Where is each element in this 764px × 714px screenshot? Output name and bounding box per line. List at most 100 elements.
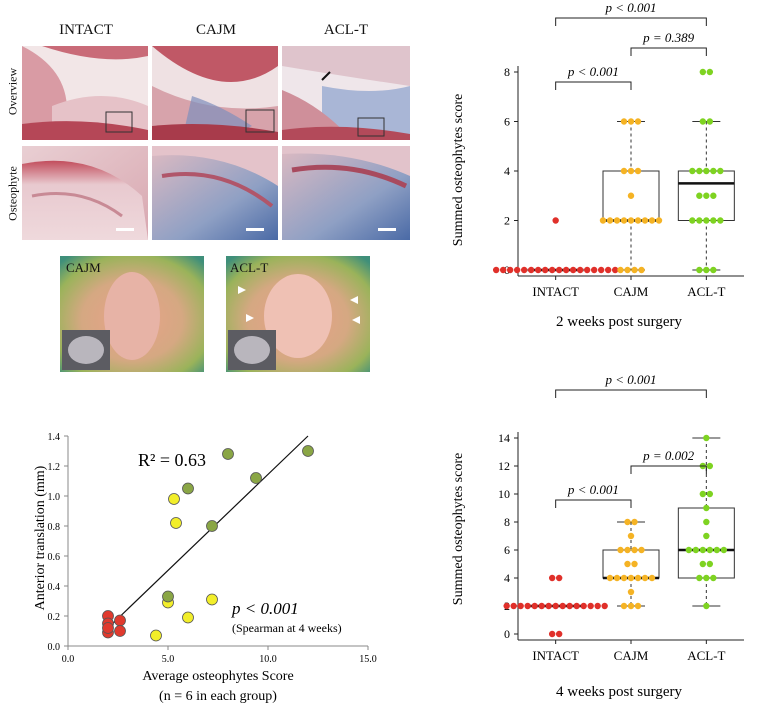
scatter-ylabel: Anterior translation (mm): [33, 465, 48, 610]
bp4w-point-1-11: [624, 560, 631, 568]
bp2w-point-1-10: [641, 217, 649, 224]
bp2w-bracket-label-1: p = 0.389: [642, 30, 695, 45]
bp4w-point-0-5: [524, 602, 531, 610]
bp4w-point-1-4: [606, 574, 614, 582]
bp2w-point-2-1: [703, 266, 710, 274]
bp4w-point-2-13: [703, 518, 710, 526]
scatter-point-2-4: [250, 472, 262, 484]
bp4w-point-0-17: [548, 574, 556, 582]
bp4w-point-1-1: [627, 602, 635, 610]
bp2w-point-2-8: [696, 192, 703, 199]
boxplot-4-weeks: Summed osteophytes score 4 weeks post su…: [451, 372, 744, 700]
bp2w-point-1-0: [617, 266, 624, 274]
bp4w-box-1: [602, 549, 660, 579]
bp2w-bracket-label-0: p < 0.001: [567, 64, 619, 79]
bp4w-point-2-4: [699, 560, 707, 568]
bp2w-point-0-10: [562, 266, 570, 274]
bp4w-point-2-12: [703, 532, 710, 540]
bp4w-ytick-label-2: 4: [504, 571, 510, 585]
bp4w-point-0-2: [503, 602, 510, 610]
scatter-ytick-label-7: 1.4: [48, 432, 61, 443]
bp2w-ytick-label-1: 2: [504, 214, 510, 228]
bp4w-point-0-13: [580, 602, 587, 610]
bp2w-point-0-8: [548, 266, 556, 274]
bp4w-point-1-5: [613, 574, 621, 582]
scatter-point-0-4: [114, 625, 126, 637]
scatter-p-value: p < 0.001: [231, 599, 299, 618]
bp4w-point-1-9: [641, 574, 649, 582]
bp4w-point-2-5: [706, 560, 714, 568]
scatter-xlabel: Average osteophytes Score: [142, 669, 293, 684]
row-label-overview: Overview: [5, 67, 20, 116]
bp4w-ytick-label-0: 0: [504, 627, 510, 641]
bp4w-xtick-label-1: CAJM: [614, 648, 649, 663]
bp2w-point-0-17: [611, 266, 619, 274]
bp2w-point-2-14: [710, 167, 717, 175]
boxplot-2w-xlabel: 2 weeks post surgery: [556, 314, 682, 330]
bp2w-point-2-0: [696, 266, 703, 274]
scatter-point-1-3: [170, 517, 182, 529]
bp4w-point-1-18: [624, 518, 631, 526]
bp2w-point-2-19: [706, 68, 714, 76]
bp2w-point-0-18: [552, 217, 559, 224]
scatter-xtick-label-2: 10.0: [259, 654, 277, 665]
bp4w-point-1-6: [620, 574, 628, 582]
bp2w-point-2-5: [703, 217, 710, 224]
bp4w-point-0-14: [587, 602, 594, 610]
bp2w-xtick-label-1: CAJM: [614, 284, 649, 299]
bp2w-point-1-1: [624, 266, 631, 274]
bp2w-ytick-label-3: 6: [504, 115, 510, 129]
bp4w-point-0-6: [531, 602, 538, 610]
bp4w-point-1-7: [627, 574, 635, 582]
bp2w-point-0-11: [569, 266, 577, 274]
scatter-point-2-0: [162, 590, 174, 603]
bp4w-point-0-4: [517, 602, 524, 610]
bp2w-point-0-4: [520, 266, 528, 274]
bp2w-point-0-13: [583, 266, 591, 274]
bp4w-point-0-7: [538, 602, 545, 610]
scatter-ytick-label-0: 0.0: [48, 642, 61, 653]
bp2w-point-1-7: [620, 217, 628, 224]
boxplot-2-weeks: Summed osteophytes score 2 weeks post su…: [451, 0, 744, 330]
bp4w-point-2-9: [706, 546, 714, 554]
bp4w-point-1-15: [631, 546, 638, 554]
osteophyte-cajm: [152, 146, 278, 240]
bp2w-point-2-11: [689, 167, 696, 175]
bp2w-point-1-13: [627, 192, 635, 199]
bp4w-point-2-15: [699, 490, 707, 498]
bp2w-point-1-5: [606, 217, 614, 224]
scatter-point-2-3: [222, 448, 234, 460]
gross-label-cajm: CAJM: [66, 260, 101, 275]
overview-aclt: [282, 46, 410, 140]
bp2w-point-0-14: [590, 266, 598, 274]
bp2w-point-0-15: [597, 266, 605, 274]
bp4w-point-0-3: [510, 602, 517, 610]
bp2w-ytick-label-2: 4: [504, 164, 510, 178]
bp2w-bracket-2: [555, 17, 707, 26]
scatter-xtick-label-3: 15.0: [359, 654, 377, 665]
bp4w-point-2-1: [696, 574, 703, 582]
scatter-xtick-label-0: 0.0: [62, 654, 75, 665]
overview-intact: [22, 46, 148, 140]
bp2w-xtick-label-0: INTACT: [532, 284, 579, 299]
bp2w-point-2-12: [696, 167, 703, 175]
bp2w-bracket-0: [555, 81, 632, 90]
bp4w-point-0-16: [601, 602, 608, 610]
bp4w-point-2-14: [703, 504, 710, 512]
bp4w-point-1-17: [627, 532, 635, 540]
scatter-point-1-2: [168, 493, 180, 505]
bp4w-point-1-16: [638, 546, 645, 554]
bp2w-point-1-14: [620, 167, 628, 175]
boxplot-4w-ylabel: Summed osteophytes score: [451, 453, 466, 605]
bp4w-bracket-label-2: p < 0.001: [604, 372, 656, 387]
scatter-point-1-0: [150, 629, 162, 642]
bp4w-point-0-10: [559, 602, 566, 610]
bp4w-point-2-7: [692, 546, 700, 554]
bp2w-point-2-13: [703, 167, 710, 175]
bp4w-point-0-8: [545, 602, 552, 610]
gross-aclt: [226, 256, 370, 372]
column-label-cajm: CAJM: [195, 22, 236, 38]
gross-label-aclt: ACL-T: [230, 260, 269, 275]
bp2w-point-1-2: [631, 266, 638, 274]
bp4w-bracket-2: [555, 389, 707, 398]
